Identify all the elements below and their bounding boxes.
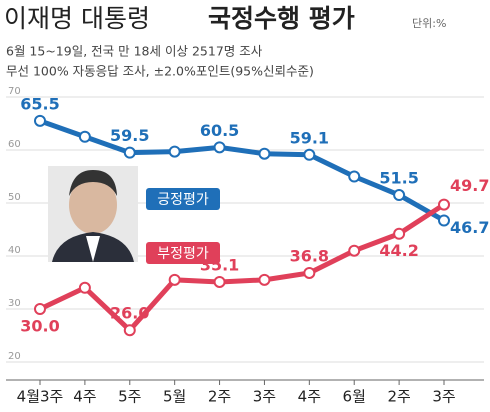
point	[393, 227, 406, 240]
series-tag	[146, 242, 220, 264]
y-tick-label: 20	[8, 351, 21, 362]
series-tag	[146, 188, 220, 210]
series-line	[39, 118, 446, 223]
value-label: 46.7	[450, 218, 489, 237]
point	[123, 146, 136, 159]
chart-title-bold: 국정수행 평가	[208, 4, 355, 33]
x-tick-label: 4주	[73, 388, 96, 406]
value-label: 30.0	[20, 317, 59, 336]
value-label: 26.0	[110, 304, 149, 323]
photo	[48, 166, 138, 262]
value-label: 59.1	[290, 128, 329, 147]
x-tick-label: 6월	[343, 388, 366, 406]
x-tick-label: 5월	[163, 388, 186, 406]
point	[168, 145, 181, 158]
point	[303, 266, 316, 279]
x-tick-label: 3주	[253, 388, 276, 406]
value-label: 65.5	[20, 94, 59, 113]
point	[34, 114, 46, 127]
point	[123, 324, 136, 337]
point	[438, 198, 450, 211]
value-label: 59.5	[110, 126, 149, 145]
y-tick-label: 60	[8, 139, 21, 150]
x-tick-label: 4월3주	[17, 388, 64, 406]
x-tick-label: 2주	[387, 388, 410, 406]
point	[213, 275, 226, 288]
point	[348, 244, 361, 257]
x-tick-label: 3주	[432, 388, 455, 406]
value-label: 51.5	[379, 169, 418, 188]
value-label: 60.5	[200, 121, 239, 140]
point	[258, 273, 271, 286]
y-tick-label: 70	[8, 86, 21, 97]
x-tick-label: 5주	[118, 388, 141, 406]
point	[438, 214, 450, 227]
point	[213, 141, 226, 154]
y-tick-label: 40	[8, 245, 21, 256]
subtitle: 무선 100% 자동응답 조사, ±2.0%포인트(95%신뢰수준)	[6, 64, 314, 79]
value-label: 49.7	[450, 176, 489, 195]
unit: 단위:%	[412, 17, 446, 30]
x-tick-label: 4주	[298, 388, 321, 406]
legend-label: 긍정평가	[157, 192, 209, 208]
point	[34, 303, 46, 315]
legend-label: 부정평가	[157, 246, 209, 262]
value-label: 36.8	[290, 246, 329, 265]
point	[348, 170, 361, 183]
x-tick-label: 2주	[208, 388, 231, 406]
value-label: 44.2	[379, 241, 418, 260]
point	[168, 273, 181, 286]
point	[258, 147, 271, 160]
y-tick-label: 30	[8, 298, 21, 309]
chart-title: 이재명 대통령	[4, 4, 150, 33]
series-line	[38, 202, 446, 334]
y-tick-label: 50	[8, 192, 21, 203]
subtitle: 6월 15~19일, 전국 만 18세 이상 2517명 조사	[6, 44, 263, 59]
point	[303, 148, 316, 161]
point	[78, 281, 91, 294]
point	[78, 130, 91, 143]
point	[393, 189, 406, 202]
